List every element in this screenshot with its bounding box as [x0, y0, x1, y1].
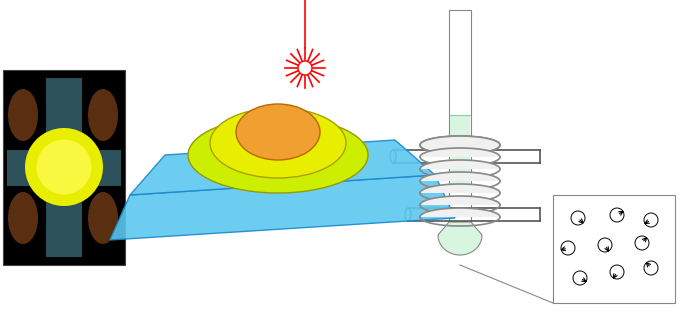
Ellipse shape [88, 192, 118, 244]
Polygon shape [420, 208, 500, 217]
Ellipse shape [88, 89, 118, 141]
Bar [3, 70, 125, 265]
Ellipse shape [298, 61, 312, 75]
Polygon shape [420, 136, 500, 145]
Bar [7, 150, 121, 186]
Bar [449, 10, 471, 222]
Polygon shape [420, 160, 500, 169]
Polygon shape [110, 175, 455, 240]
Polygon shape [420, 196, 500, 205]
Ellipse shape [390, 150, 396, 163]
Ellipse shape [8, 192, 38, 244]
Polygon shape [130, 140, 435, 195]
Polygon shape [438, 222, 482, 255]
Bar [450, 115, 470, 190]
Ellipse shape [420, 136, 500, 154]
Polygon shape [420, 148, 500, 157]
Polygon shape [420, 172, 500, 181]
Bar [553, 195, 675, 303]
Ellipse shape [25, 128, 103, 206]
Bar [46, 78, 82, 257]
Ellipse shape [236, 104, 320, 160]
Ellipse shape [188, 117, 368, 193]
Ellipse shape [210, 108, 346, 178]
Ellipse shape [405, 208, 411, 221]
Polygon shape [420, 184, 500, 193]
Ellipse shape [37, 140, 92, 194]
Ellipse shape [8, 89, 38, 141]
